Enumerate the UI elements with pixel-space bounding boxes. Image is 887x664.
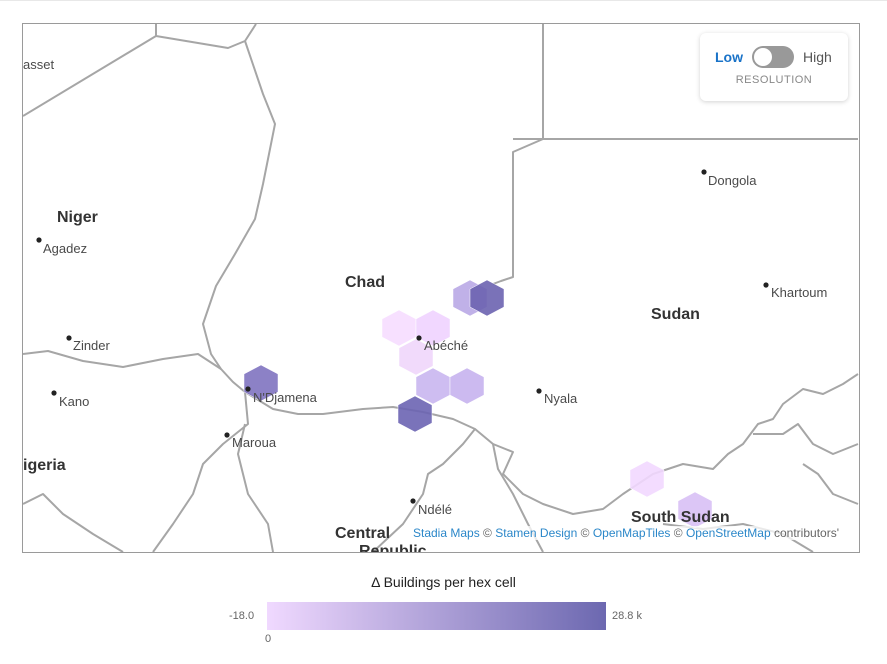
city-dot-zinder (66, 335, 72, 341)
city-label-kano: Kano (59, 394, 89, 409)
city-label-dongola: Dongola (708, 173, 757, 188)
toggle-knob (754, 48, 772, 66)
place-labels: asset Niger Agadez Zinder Kano igeria Ch… (23, 57, 827, 552)
attribution-contributors: contributors' (774, 526, 839, 540)
city-label-abeche: Abéché (424, 338, 468, 353)
city-dot-abeche (416, 335, 422, 341)
city-dot-nyala (536, 388, 542, 394)
city-dot-maroua (224, 432, 230, 438)
copyright-sign-2: © (580, 526, 590, 540)
hex-cell[interactable] (415, 309, 451, 347)
resolution-control: Low High RESOLUTION (700, 33, 848, 101)
country-label-sudan: Sudan (651, 306, 700, 323)
legend-min-label: -18.0 (229, 610, 255, 622)
attribution-link-stadia[interactable]: Stadia Maps (413, 526, 480, 540)
hex-cell[interactable] (381, 309, 417, 347)
resolution-high-label[interactable]: High (803, 49, 832, 65)
hex-cell[interactable] (469, 279, 505, 317)
city-dot-khartoum (763, 282, 769, 288)
country-borders (23, 24, 859, 552)
city-label-nyala: Nyala (544, 391, 578, 406)
country-label-car-line2: Republic (359, 543, 427, 552)
legend-zero-label: 0 (265, 633, 272, 645)
resolution-low-label[interactable]: Low (715, 49, 743, 65)
attribution-link-openmaptiles[interactable]: OpenMapTiles (592, 526, 671, 540)
city-label-ndele: Ndélé (418, 502, 452, 517)
country-label-nigeria: igeria (23, 457, 66, 474)
place-label-arlit: asset (23, 57, 54, 72)
hex-cell[interactable] (449, 367, 485, 405)
map-attribution: Stadia Maps © Stamen Design © OpenMapTil… (411, 526, 841, 540)
hex-cell[interactable] (629, 460, 665, 498)
hex-layer (243, 279, 713, 529)
map-view[interactable]: asset Niger Agadez Zinder Kano igeria Ch… (22, 23, 860, 553)
country-label-car-line1: Central (335, 525, 390, 542)
copyright-sign-1: © (483, 526, 492, 540)
legend-max-label: 28.8 k (612, 610, 642, 622)
resolution-caption: RESOLUTION (735, 74, 813, 86)
legend-color-ramp (267, 602, 606, 630)
page-top-rule (0, 0, 887, 1)
attribution-link-osm[interactable]: OpenStreetMap (685, 526, 771, 540)
country-label-chad: Chad (345, 274, 385, 291)
hex-cell[interactable] (398, 338, 434, 376)
map-canvas[interactable]: asset Niger Agadez Zinder Kano igeria Ch… (23, 24, 859, 552)
city-dot-dongola (701, 169, 707, 175)
city-label-maroua: Maroua (232, 435, 277, 450)
attribution-link-stamen[interactable]: Stamen Design (495, 526, 578, 540)
city-dot-kano (51, 390, 57, 396)
resolution-toggle[interactable] (752, 46, 794, 68)
city-label-ndjamena: N'Djamena (253, 390, 318, 405)
city-dot-agadez (36, 237, 42, 243)
city-dot-ndjamena (245, 386, 251, 392)
copyright-sign-3: © (673, 526, 683, 540)
city-label-zinder: Zinder (73, 338, 111, 353)
city-dot-ndele (410, 498, 416, 504)
city-label-khartoum: Khartoum (771, 285, 827, 300)
city-label-agadez: Agadez (43, 241, 87, 256)
hex-cell[interactable] (397, 395, 433, 433)
hex-cell[interactable] (415, 367, 451, 405)
legend-title: Δ Buildings per hex cell (371, 574, 516, 590)
hex-cell[interactable] (243, 364, 279, 402)
country-label-south-sudan: South Sudan (631, 509, 730, 526)
country-label-niger: Niger (57, 209, 98, 226)
